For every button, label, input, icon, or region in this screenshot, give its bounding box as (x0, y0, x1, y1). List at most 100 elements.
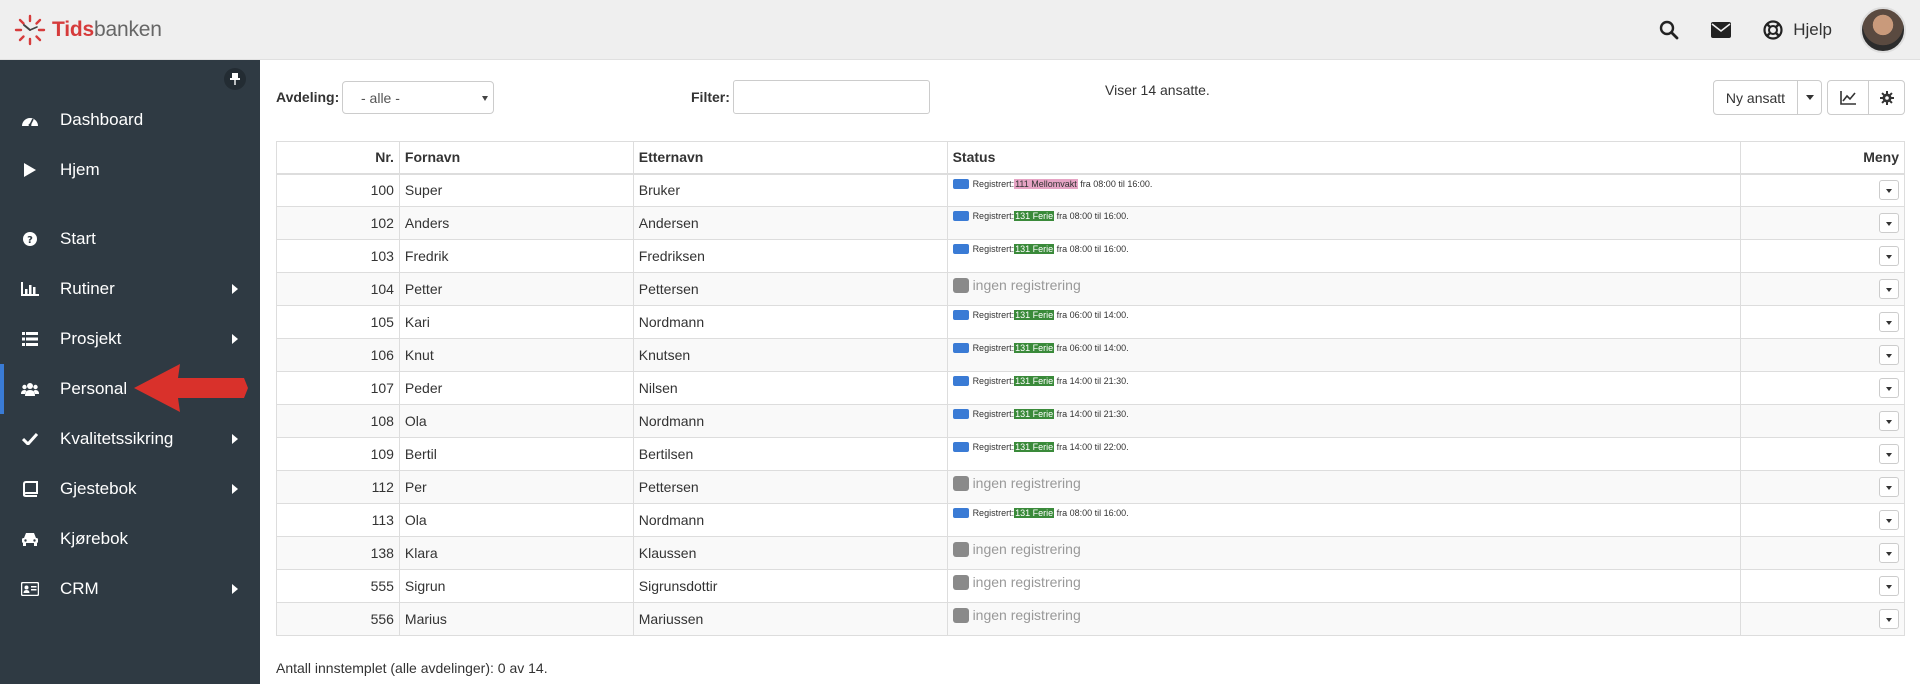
row-menu-dropdown-button[interactable] (1879, 543, 1899, 563)
registration-prefix: Registrert: (972, 442, 1015, 452)
cell-last-name: Bruker (632, 173, 948, 207)
registration-color-icon (952, 376, 969, 386)
cell-menu (1740, 536, 1905, 570)
chart-button[interactable] (1827, 80, 1869, 115)
sidebar-item-label: Dashboard (60, 110, 144, 129)
cell-last-name: Nilsen (632, 371, 948, 405)
cell-first-name: Ola (398, 503, 634, 537)
sidebar-item-hjem[interactable]: Hjem (0, 145, 260, 195)
registration-time: fra 06:00 til 14:00. (1056, 310, 1129, 320)
cell-status: ingen registrering (946, 536, 1742, 570)
new-employee-dropdown[interactable] (1797, 80, 1822, 115)
row-menu-dropdown-button[interactable] (1879, 609, 1899, 629)
registration-time: fra 14:00 til 21:30. (1056, 409, 1129, 419)
table-row[interactable]: 100 Super Bruker Registrert: 111 Mellomvakt … (276, 173, 1905, 207)
no-registration-label: ingen registrering (972, 541, 1081, 557)
cell-first-name: Super (398, 173, 634, 207)
row-menu-dropdown-button[interactable] (1879, 576, 1899, 596)
cell-nr: 112 (276, 470, 400, 504)
row-menu-dropdown-button[interactable] (1879, 213, 1899, 233)
table-row[interactable]: 556 Marius Mariussen ingen registrering (276, 602, 1905, 636)
table-row[interactable]: 109 Bertil Bertilsen Registrert: 131 Ferie f… (276, 437, 1905, 471)
cell-nr: 109 (276, 437, 400, 471)
cell-last-name: Nordmann (632, 404, 948, 438)
settings-button[interactable] (1868, 80, 1905, 115)
table-row[interactable]: 106 Knut Knutsen Registrert: 131 Ferie fra 0… (276, 338, 1905, 372)
header-last-name[interactable]: Etternavn (632, 141, 948, 175)
cell-first-name: Fredrik (398, 239, 634, 273)
sidebar-item-kjorebok[interactable]: Kjørebok (0, 514, 260, 564)
new-employee-button[interactable]: Ny ansatt (1713, 80, 1798, 115)
logo[interactable]: Tidsbanken (14, 14, 162, 46)
registration-time: fra 08:00 til 16:00. (1080, 178, 1153, 189)
book-icon (21, 480, 39, 498)
employee-table: Nr. Fornavn Etternavn Status Meny 100 Sup… (276, 141, 1905, 636)
row-menu-dropdown-button[interactable] (1879, 510, 1899, 530)
row-menu-dropdown-button[interactable] (1879, 345, 1899, 365)
cell-last-name: Nordmann (632, 305, 948, 339)
cell-last-name: Nordmann (632, 503, 948, 537)
sidebar-item-prosjekt[interactable]: Prosjekt (0, 314, 260, 364)
table-row[interactable]: 102 Anders Andersen Registrert: 131 Ferie fr… (276, 206, 1905, 240)
header-nr[interactable]: Nr. (276, 141, 400, 175)
table-row[interactable]: 108 Ola Nordmann Registrert: 131 Ferie fra 1… (276, 404, 1905, 438)
row-menu-dropdown-button[interactable] (1879, 246, 1899, 266)
no-registration-icon (952, 277, 969, 293)
registration-color-icon (952, 343, 969, 353)
cell-last-name: Sigrunsdottir (632, 569, 948, 603)
cell-last-name: Fredriksen (632, 239, 948, 273)
header-first-name[interactable]: Fornavn (398, 141, 634, 175)
no-registration-icon (952, 541, 969, 557)
table-row[interactable]: 103 Fredrik Fredriksen Registrert: 131 Ferie… (276, 239, 1905, 273)
row-menu-dropdown-button[interactable] (1879, 378, 1899, 398)
help-link[interactable]: Hjelp (1761, 18, 1832, 42)
table-row[interactable]: 104 Petter Pettersen ingen registrering (276, 272, 1905, 306)
cell-status: ingen registrering (946, 470, 1742, 504)
cell-last-name: Pettersen (632, 470, 948, 504)
registration-status: Registrert: 131 Ferie fra 06:00 til 14:00… (952, 308, 1736, 320)
clocked-in-summary: Antall innstemplet (alle avdelinger): 0 … (276, 660, 548, 676)
avatar[interactable] (1860, 7, 1906, 53)
svg-text:?: ? (27, 235, 33, 246)
sidebar-item-personal[interactable]: Personal (0, 364, 260, 414)
header-status[interactable]: Status (946, 141, 1742, 175)
cell-first-name: Per (398, 470, 634, 504)
row-menu-dropdown-button[interactable] (1879, 477, 1899, 497)
sidebar-item-dashboard[interactable]: Dashboard (0, 95, 260, 145)
sidebar-item-start[interactable]: ? Start (0, 214, 260, 264)
cell-first-name: Sigrun (398, 569, 634, 603)
sidebar-item-gjestebok[interactable]: Gjestebok (0, 464, 260, 514)
cell-last-name: Bertilsen (632, 437, 948, 471)
chevron-right-icon (232, 334, 238, 344)
row-menu-dropdown-button[interactable] (1879, 279, 1899, 299)
cell-last-name: Pettersen (632, 272, 948, 306)
cell-last-name: Mariussen (632, 602, 948, 636)
envelope-icon[interactable] (1709, 18, 1733, 42)
registration-prefix: Registrert: (972, 178, 1015, 189)
sidebar-item-rutiner[interactable]: Rutiner (0, 264, 260, 314)
registration-color-icon (952, 442, 969, 452)
row-menu-dropdown-button[interactable] (1879, 411, 1899, 431)
department-select[interactable]: - alle - (342, 81, 494, 114)
registration-status: Registrert: 131 Ferie fra 08:00 til 16:00… (952, 209, 1736, 221)
search-icon[interactable] (1657, 18, 1681, 42)
registration-prefix: Registrert: (972, 376, 1015, 386)
row-menu-dropdown-button[interactable] (1879, 444, 1899, 464)
dashboard-icon (21, 111, 39, 129)
sidebar-item-kvalitetssikring[interactable]: Kvalitetssikring (0, 414, 260, 464)
table-row[interactable]: 105 Kari Nordmann Registrert: 131 Ferie fra … (276, 305, 1905, 339)
registration-color-icon (952, 508, 969, 518)
row-menu-dropdown-button[interactable] (1879, 312, 1899, 332)
table-row[interactable]: 112 Per Pettersen ingen registrering (276, 470, 1905, 504)
table-row[interactable]: 113 Ola Nordmann Registrert: 131 Ferie fra 0… (276, 503, 1905, 537)
sidebar-item-crm[interactable]: CRM (0, 564, 260, 614)
sidebar-item-label: Hjem (60, 160, 100, 179)
filter-input[interactable] (733, 80, 930, 114)
table-row[interactable]: 138 Klara Klaussen ingen registrering (276, 536, 1905, 570)
pin-icon[interactable] (224, 68, 246, 90)
row-menu-dropdown-button[interactable] (1879, 180, 1899, 201)
cell-nr: 138 (276, 536, 400, 570)
table-row[interactable]: 555 Sigrun Sigrunsdottir ingen registrering (276, 569, 1905, 603)
cell-nr: 104 (276, 272, 400, 306)
table-row[interactable]: 107 Peder Nilsen Registrert: 131 Ferie fra 1… (276, 371, 1905, 405)
